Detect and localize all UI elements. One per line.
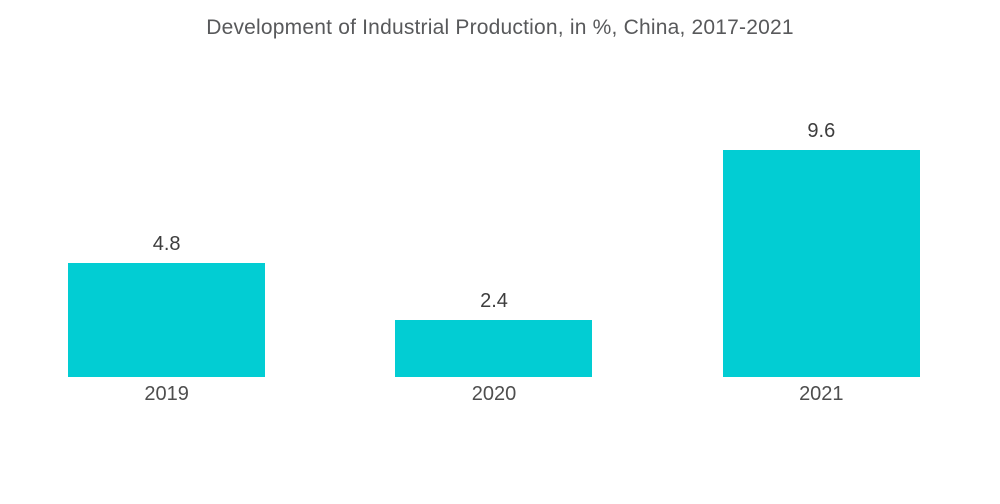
bar-2020 <box>395 320 593 377</box>
category-label-2021: 2021 <box>799 383 844 405</box>
bar-group-2019: 4.8 <box>3 112 330 377</box>
category-label-2019: 2019 <box>144 383 189 405</box>
category-label-2020: 2020 <box>471 383 517 405</box>
bar-2019 <box>68 263 266 377</box>
chart-title: Development of Industrial Production, in… <box>206 16 794 39</box>
bar-value-label: 9.6 <box>807 120 836 142</box>
bar-value-label: 4.8 <box>152 233 181 255</box>
x-axis-labels: 2019 2020 2021 <box>3 384 985 404</box>
bar-group-2021: 9.6 <box>658 112 985 377</box>
bar-2021 <box>722 150 920 377</box>
plot-area: 4.8 2.4 9.6 <box>3 112 985 377</box>
bar-group-2020: 2.4 <box>330 112 657 377</box>
bar-value-label: 2.4 <box>480 290 508 312</box>
